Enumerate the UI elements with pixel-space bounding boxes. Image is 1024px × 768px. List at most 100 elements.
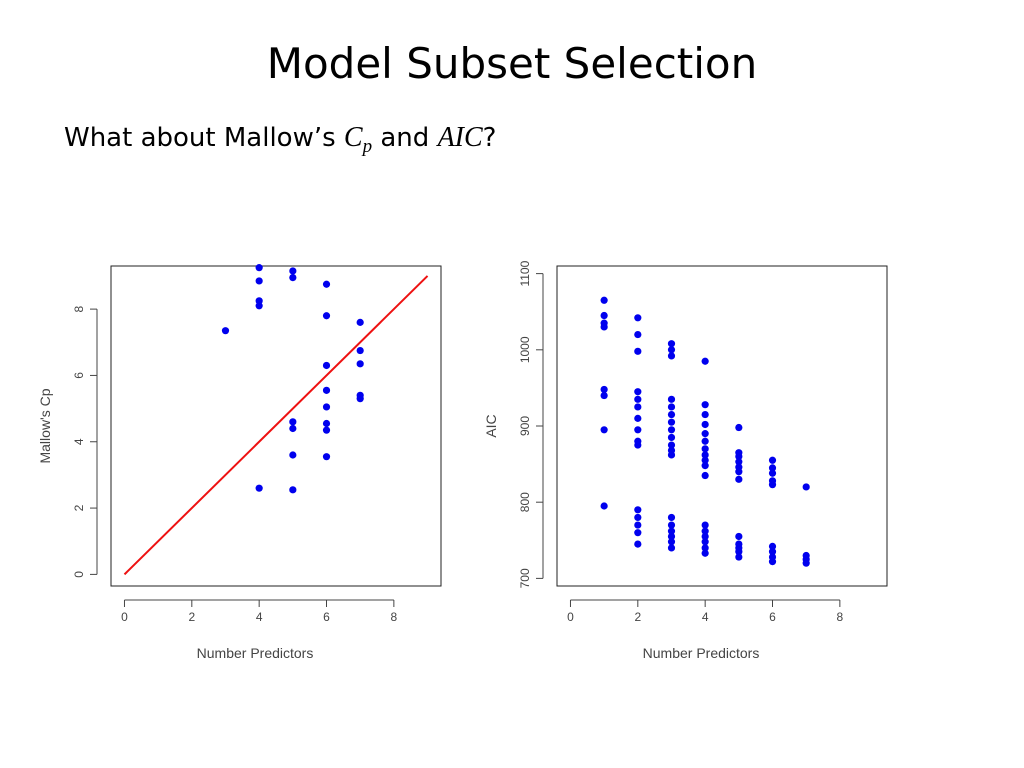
- data-point: [735, 468, 743, 476]
- data-point: [667, 532, 676, 541]
- data-point: [322, 280, 331, 288]
- y-axis-label: AIC: [483, 414, 499, 437]
- plot-frame: [110, 265, 442, 587]
- aic-symbol: AIC: [437, 122, 483, 153]
- data-point: [667, 513, 676, 522]
- data-point: [600, 391, 608, 400]
- data-point: [735, 532, 743, 541]
- data-point: [322, 419, 331, 428]
- data-point: [701, 521, 709, 529]
- x-tick-label: 2: [188, 610, 195, 624]
- data-point: [701, 456, 709, 464]
- data-point: [701, 420, 709, 429]
- plot-frame: [556, 265, 888, 587]
- y-tick-label: 1100: [518, 260, 532, 286]
- data-point: [634, 388, 642, 396]
- y-tick-label: 2: [72, 504, 86, 511]
- data-point: [634, 403, 642, 411]
- data-point: [701, 401, 709, 409]
- chart-1: 0 2 4 6 8 0 2 4 6 8 Number Predictors Mallow's Cp: [37, 264, 442, 661]
- data-point: [322, 426, 331, 434]
- data-point: [667, 544, 676, 552]
- data-point: [667, 340, 676, 348]
- data-point: [289, 267, 297, 275]
- data-point: [701, 471, 709, 480]
- data-point: [600, 426, 608, 434]
- data-point: [356, 360, 364, 368]
- data-point: [701, 532, 709, 541]
- data-point: [600, 385, 608, 394]
- y-tick-label: 6: [72, 372, 86, 379]
- data-point: [600, 502, 608, 510]
- data-point: [356, 318, 364, 326]
- x-tick-label: 8: [837, 610, 844, 624]
- x-tick-label: 6: [323, 610, 330, 624]
- data-point: [600, 311, 608, 320]
- y-axis-label: Mallow's Cp: [37, 388, 53, 463]
- data-point: [667, 410, 676, 419]
- data-point: [667, 352, 676, 360]
- y-tick-label: 700: [518, 568, 532, 588]
- y-tick-label: 900: [518, 416, 532, 436]
- data-point: [667, 395, 676, 403]
- slide-title: Model Subset Selection: [266, 39, 758, 88]
- data-point: [701, 549, 709, 557]
- data-point: [322, 453, 331, 461]
- data-point: [701, 357, 709, 365]
- data-point: [735, 452, 743, 461]
- x-tick-label: 0: [567, 610, 574, 624]
- data-point: [322, 386, 331, 394]
- x-tick-label: 2: [634, 610, 641, 624]
- y-tick-label: 1000: [518, 336, 532, 363]
- data-point: [255, 297, 263, 305]
- data-point: [255, 484, 263, 492]
- data-point: [634, 521, 642, 529]
- data-point: [322, 361, 331, 370]
- x-tick-label: 6: [769, 610, 776, 624]
- data-point: [768, 558, 777, 566]
- subtitle-text-pre: What about Mallow’s: [64, 123, 344, 153]
- data-point: [768, 456, 777, 464]
- slide-subtitle: What about Mallow’s Cp and AIC?: [64, 118, 496, 167]
- data-point: [768, 542, 777, 550]
- cp-subscript: p: [362, 136, 373, 157]
- data-point: [255, 302, 263, 310]
- data-point: [634, 513, 642, 522]
- data-point: [701, 544, 709, 552]
- data-point: [667, 441, 676, 449]
- data-point: [255, 277, 263, 285]
- data-point: [802, 559, 810, 567]
- data-point: [701, 445, 709, 453]
- data-point: [768, 548, 777, 556]
- data-point: [634, 540, 642, 548]
- data-point: [768, 464, 777, 472]
- x-axis-label: Number Predictors: [197, 645, 314, 661]
- chart-2: 0 2 4 6 8 700 800 900 1000 1100 Number Predictors A…: [483, 260, 888, 661]
- data-point: [634, 441, 642, 449]
- data-point: [768, 481, 777, 489]
- data-point: [667, 451, 676, 459]
- cp-symbol: Cp: [344, 122, 372, 157]
- data-point: [634, 347, 642, 355]
- data-point: [735, 548, 743, 556]
- data-point: [600, 323, 608, 331]
- data-point: [701, 410, 709, 419]
- data-point: [667, 418, 676, 426]
- x-tick-label: 8: [391, 610, 398, 624]
- data-point: [634, 426, 642, 434]
- data-point: [667, 538, 676, 546]
- data-point: [255, 264, 263, 272]
- data-point: [735, 475, 743, 483]
- data-point: [768, 469, 777, 477]
- data-point: [701, 538, 709, 546]
- data-point: [735, 553, 743, 561]
- data-point: [322, 312, 331, 320]
- x-tick-label: 4: [256, 610, 263, 624]
- y-tick-label: 0: [72, 571, 86, 578]
- data-point: [634, 395, 642, 403]
- data-point: [701, 462, 709, 470]
- reference-line: [123, 275, 429, 576]
- x-tick-label: 0: [121, 610, 128, 624]
- data-point: [802, 483, 810, 491]
- data-point: [701, 451, 709, 459]
